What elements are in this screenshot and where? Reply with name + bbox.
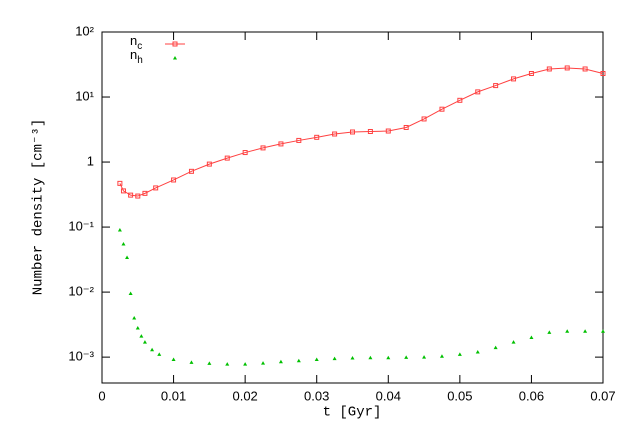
square-marker [582, 66, 588, 72]
triangle-marker [135, 326, 140, 330]
triangle-marker [171, 357, 176, 361]
square-marker [171, 177, 177, 183]
square-marker [332, 131, 338, 137]
triangle-marker [350, 355, 355, 360]
square-marker [188, 168, 194, 174]
square-marker [224, 155, 230, 161]
triangle-marker [422, 355, 427, 359]
triangle-marker [457, 352, 462, 356]
square-marker [117, 180, 123, 186]
y-tick-label: 10¹ [75, 88, 94, 103]
square-marker [206, 161, 212, 167]
triangle-marker [261, 361, 266, 365]
square-marker [564, 65, 570, 71]
x-tick-label: 0.04 [376, 388, 401, 403]
x-axis-label: t [Gyr] [323, 405, 382, 421]
triangle-marker [439, 354, 444, 358]
square-marker [457, 97, 463, 103]
square-marker [142, 190, 148, 196]
square-marker [385, 128, 391, 134]
y-tick-label: 10² [75, 23, 94, 38]
triangle-marker [314, 357, 319, 361]
triangle-marker [189, 360, 194, 364]
y-axis-label: Number density [cm⁻³] [31, 119, 47, 295]
square-marker [120, 188, 126, 194]
square-marker [528, 71, 534, 77]
triangle-marker [493, 345, 498, 350]
square-marker [546, 66, 552, 72]
triangle-marker [157, 352, 162, 356]
x-tick-label: 0 [98, 388, 105, 403]
square-marker [493, 83, 499, 89]
triangle-marker [296, 358, 301, 363]
square-marker [278, 141, 284, 147]
y-tick-label: 10⁻³ [68, 349, 94, 364]
legend-label: nc [130, 33, 142, 51]
square-marker [403, 124, 409, 130]
triangle-marker [117, 228, 122, 232]
triangle-marker [529, 335, 534, 340]
square-marker [135, 193, 141, 199]
triangle-marker [225, 362, 230, 366]
triangle-marker [475, 349, 480, 354]
legend-label: nh [130, 47, 143, 65]
square-marker [260, 145, 266, 151]
square-marker [128, 192, 134, 198]
square-marker [475, 89, 481, 95]
square-marker [153, 185, 159, 191]
triangle-marker [132, 315, 137, 320]
square-marker [350, 129, 355, 135]
square-marker [511, 76, 517, 82]
square-marker [421, 116, 427, 122]
triangle-marker [243, 362, 248, 366]
triangle-marker [386, 355, 391, 360]
triangle-marker [368, 355, 373, 360]
square-marker [242, 150, 248, 156]
y-tick-label: 10⁻¹ [68, 219, 94, 234]
y-tick-label: 10⁻² [68, 284, 94, 299]
x-tick-label: 0.01 [161, 388, 186, 403]
triangle-marker [278, 359, 283, 364]
x-tick-label: 0.05 [447, 388, 472, 403]
triangle-marker [207, 361, 212, 365]
triangle-marker [511, 340, 516, 344]
square-marker [367, 128, 373, 134]
y-tick-label: 1 [87, 153, 94, 168]
x-tick-label: 0.07 [590, 388, 615, 403]
square-marker [600, 71, 606, 77]
triangle-marker [404, 355, 409, 359]
triangle-marker [583, 329, 588, 333]
legend-marker [172, 41, 178, 47]
plot-frame [101, 31, 604, 384]
square-marker [296, 137, 302, 143]
series-line [119, 67, 604, 197]
triangle-marker [332, 356, 337, 361]
triangle-marker [128, 291, 133, 296]
triangle-marker [547, 330, 552, 334]
triangle-marker [601, 329, 605, 333]
legend-marker [173, 56, 177, 60]
triangle-marker [565, 329, 570, 333]
triangle-marker [125, 255, 130, 260]
x-tick-label: 0.03 [304, 388, 329, 403]
square-marker [439, 106, 445, 112]
triangle-marker [139, 334, 144, 338]
x-tick-label: 0.02 [232, 388, 257, 403]
triangle-marker [150, 347, 155, 352]
x-tick-label: 0.06 [519, 388, 544, 403]
triangle-marker [142, 340, 147, 344]
triangle-marker [121, 241, 126, 246]
square-marker [314, 134, 320, 140]
